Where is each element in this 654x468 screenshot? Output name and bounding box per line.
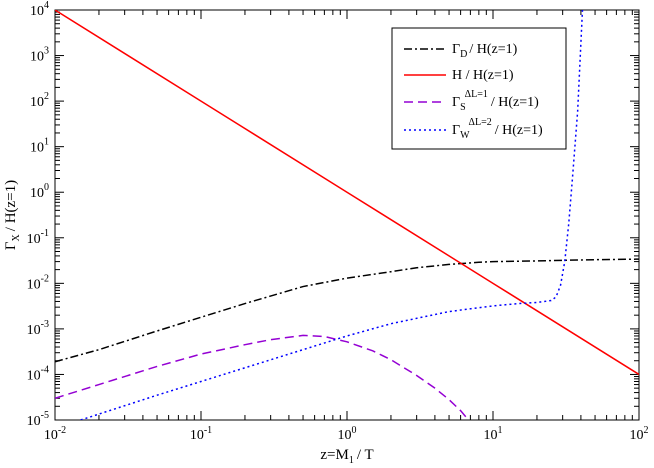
- legend-gamma-w-tail: / H(z=1): [495, 123, 543, 138]
- y-tick-label: 10-5: [27, 410, 49, 429]
- y-tick-label: 101: [30, 137, 49, 156]
- series-line-gamma_w: [80, 10, 584, 420]
- legend-gamma-s-tail: / H(z=1): [491, 95, 539, 110]
- series-group: [55, 10, 639, 420]
- x-axis-label-tail: / T: [357, 447, 374, 463]
- axis-tick-labels: 10-2 10-1 100 101 102 10-5 10-4 10-3 10-2 10-1 100…: [27, 0, 649, 443]
- x-tick-label: 102: [630, 425, 649, 443]
- legend-entry-hubble: H / H(z=1): [452, 68, 514, 83]
- y-tick-label: 10-2: [27, 273, 49, 292]
- y-tick-label: 10-3: [27, 319, 49, 338]
- legend-gamma-w-sub: W: [460, 130, 470, 141]
- y-tick-label: 10-4: [27, 364, 49, 383]
- series-line-hubble: [55, 10, 639, 376]
- legend-gamma-d-main: Γ: [452, 42, 460, 57]
- plot-area: [55, 10, 639, 420]
- legend-gamma-w-main: Γ: [452, 123, 460, 138]
- legend-hubble-main: H / H(z=1): [452, 68, 514, 83]
- x-tick-label: 101: [484, 425, 503, 443]
- y-axis-label-main: Γ: [3, 241, 19, 250]
- series-line-gamma_s: [55, 334, 470, 420]
- legend-gamma-d-sub: D: [460, 49, 467, 60]
- legend-gamma-w-sup: ΔL=2: [469, 117, 492, 128]
- y-tick-label: 103: [30, 46, 49, 65]
- legend-entry-gamma-d: ΓD / H(z=1): [452, 42, 518, 60]
- series-line-gamma_d: [55, 258, 639, 363]
- x-axis-label: z=M1/ T: [320, 447, 373, 466]
- legend-box: [391, 27, 567, 150]
- y-tick-label: 10-1: [27, 228, 49, 247]
- legend-lines: [404, 48, 446, 131]
- y-tick-label: 100: [30, 182, 49, 201]
- x-tick-label: 10-2: [44, 425, 66, 443]
- legend-gamma-s-main: Γ: [452, 95, 460, 110]
- legend-entry-gamma-w: ΓW ΔL=2/ H(z=1): [452, 117, 543, 141]
- legend-gamma-s-sup: ΔL=1: [465, 89, 488, 100]
- legend-entry-gamma-s: ΓS ΔL=1/ H(z=1): [452, 89, 539, 113]
- x-axis-label-main: z=M: [320, 447, 348, 463]
- x-axis-label-sub: 1: [349, 455, 354, 466]
- x-tick-label: 100: [338, 425, 357, 443]
- legend-gamma-s-sub: S: [460, 102, 466, 113]
- y-axis-label-tail: / H(z=1): [3, 180, 19, 231]
- y-tick-label: 102: [30, 91, 49, 110]
- legend-gamma-d-tail: / H(z=1): [469, 42, 517, 57]
- legend: ΓD / H(z=1) H / H(z=1) ΓSΔL=1/ H(z=1) ΓWΔ…: [391, 27, 567, 150]
- axis-ticks: [54, 9, 640, 421]
- y-tick-label: 104: [30, 0, 49, 19]
- y-axis-label: ΓX / H(z=1): [3, 180, 22, 250]
- y-axis-label-sub: X: [11, 233, 22, 241]
- x-tick-label: 10-1: [190, 425, 212, 443]
